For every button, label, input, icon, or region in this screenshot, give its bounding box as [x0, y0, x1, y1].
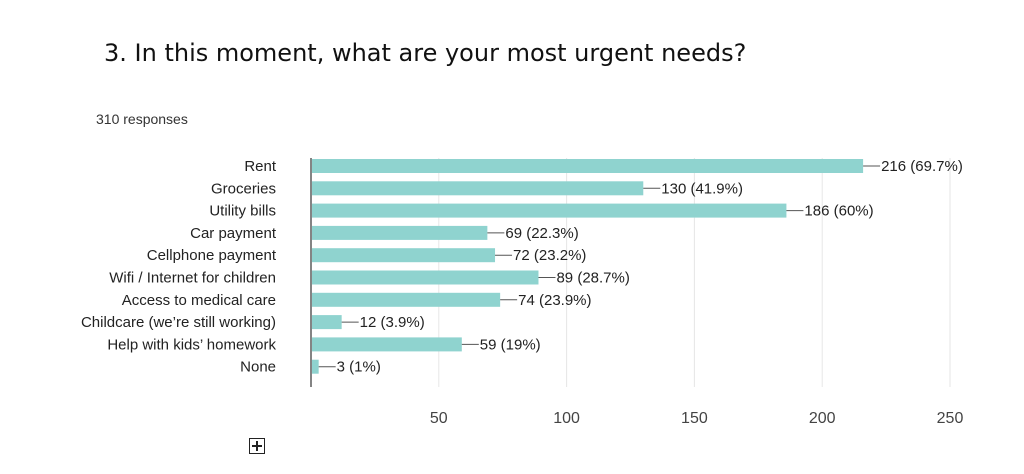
data-label-7: 12 (3.9%) — [360, 314, 425, 331]
x-tick-label-3: 200 — [809, 410, 836, 427]
x-tick-label-0: 50 — [430, 410, 448, 427]
data-label-4: 72 (23.2%) — [513, 247, 586, 264]
data-label-5: 89 (28.7%) — [556, 270, 629, 287]
data-label-9: 3 (1%) — [337, 359, 381, 376]
category-label-5: Wifi / Internet for children — [109, 270, 276, 287]
x-tick-label-4: 250 — [937, 410, 964, 427]
category-label-3: Car payment — [190, 225, 277, 242]
response-count: 310 responses — [96, 111, 188, 127]
data-label-3: 69 (22.3%) — [505, 225, 578, 242]
x-tick-label-1: 100 — [553, 410, 580, 427]
expand-icon[interactable] — [249, 438, 265, 454]
category-label-6: Access to medical care — [122, 292, 276, 309]
bar-9 — [312, 359, 319, 374]
bar-8 — [312, 337, 462, 352]
category-label-2: Utility bills — [209, 203, 276, 220]
data-label-0: 216 (69.7%) — [881, 158, 963, 175]
bar-7 — [312, 315, 342, 330]
bar-5 — [312, 270, 539, 285]
bar-1 — [312, 181, 644, 196]
category-label-7: Childcare (we’re still working) — [81, 314, 276, 331]
data-label-8: 59 (19%) — [480, 336, 541, 353]
x-tick-label-2: 150 — [681, 410, 708, 427]
bar-0 — [312, 159, 864, 173]
bar-2 — [312, 203, 787, 218]
category-label-0: Rent — [244, 158, 277, 175]
category-label-1: Groceries — [211, 180, 276, 197]
category-label-4: Cellphone payment — [147, 247, 277, 264]
category-label-8: Help with kids’ homework — [107, 336, 276, 353]
bar-3 — [312, 225, 488, 240]
data-label-1: 130 (41.9%) — [661, 180, 743, 197]
question-title: 3. In this moment, what are your most ur… — [104, 39, 747, 67]
bar-6 — [312, 292, 501, 307]
category-label-9: None — [240, 359, 276, 376]
bar-4 — [312, 248, 496, 263]
data-label-6: 74 (23.9%) — [518, 292, 591, 309]
data-label-2: 186 (60%) — [804, 203, 873, 220]
